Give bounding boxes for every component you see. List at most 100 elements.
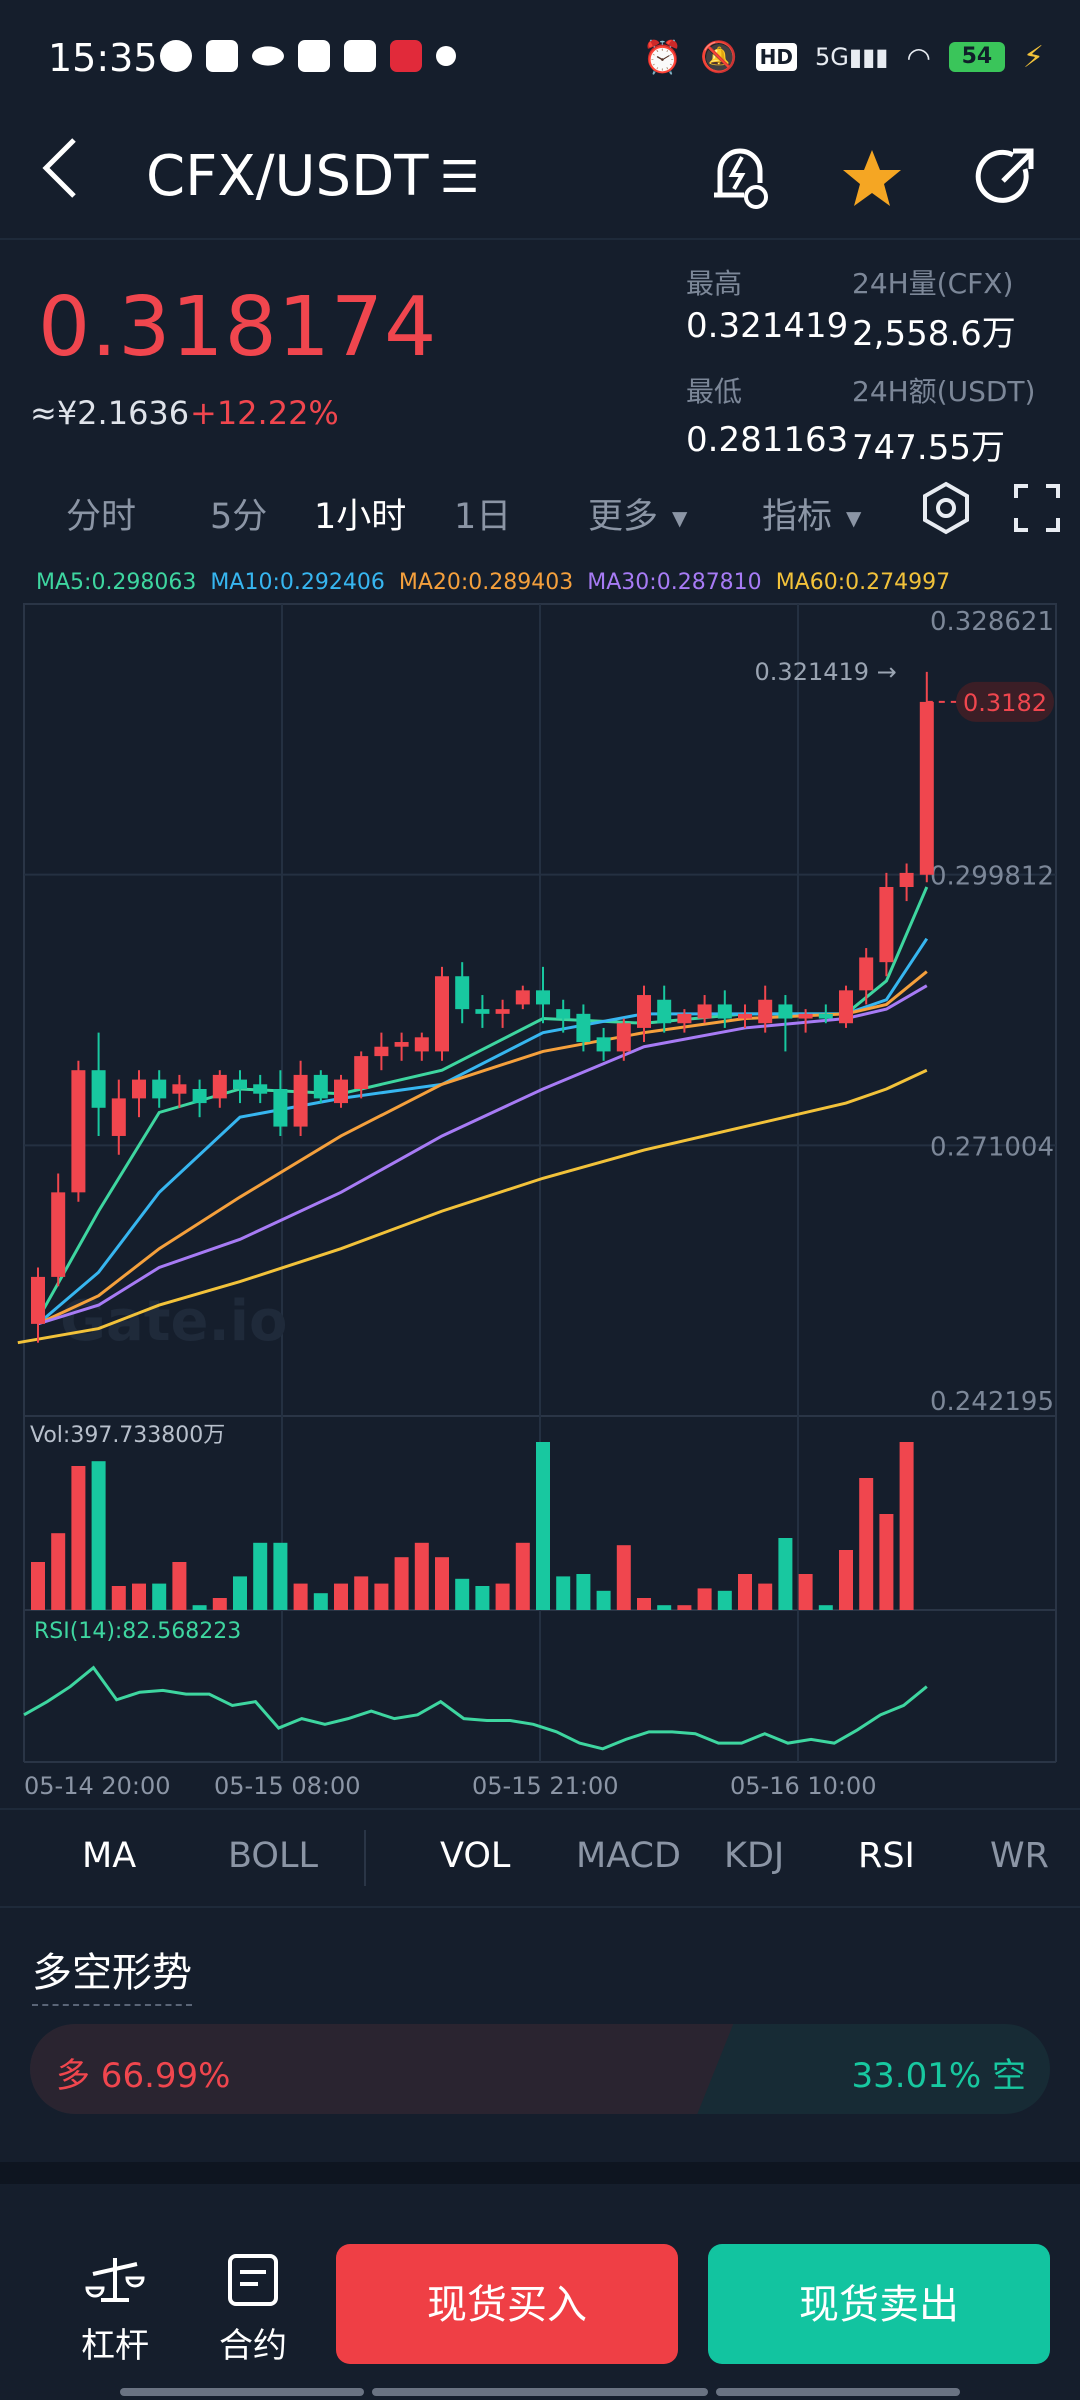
ma-line-ma5: [36, 886, 929, 1320]
candle-body: [132, 1079, 146, 1099]
app-icon: [390, 40, 422, 72]
volume-bar: [71, 1466, 86, 1610]
leverage-label: 杠杆: [81, 2326, 149, 2366]
volume-bar: [435, 1557, 449, 1610]
sentiment-bar: 多 66.99% 33.01% 空: [30, 2024, 1050, 2114]
ind-tab-vol[interactable]: VOL: [440, 1836, 511, 1876]
favorite-button[interactable]: [832, 138, 912, 218]
amt-label: 24H额(USDT): [852, 375, 1036, 408]
candle-body: [354, 1056, 369, 1089]
tab-line[interactable]: 分时: [66, 497, 137, 537]
share-button[interactable]: [966, 138, 1046, 218]
ind-tab-boll[interactable]: BOLL: [228, 1836, 318, 1876]
dot-icon: [436, 46, 456, 66]
volume-bar: [354, 1576, 369, 1610]
contract-label: 合约: [219, 2326, 287, 2366]
volume-bar: [475, 1586, 490, 1610]
fullscreen-button[interactable]: [1012, 480, 1062, 545]
tab-1d[interactable]: 1日: [454, 497, 512, 537]
price-alert-button[interactable]: [700, 138, 780, 218]
ma60-legend: MA60:0.274997: [775, 570, 951, 595]
pair-title[interactable]: CFX/USDT: [146, 144, 429, 209]
ma-line-ma30: [37, 984, 928, 1326]
tab-1h[interactable]: 1小时: [314, 497, 407, 537]
candle-body: [172, 1084, 187, 1094]
volume-bar: [839, 1550, 853, 1610]
settings-button[interactable]: [918, 480, 974, 545]
ind-tab-ma[interactable]: MA: [82, 1836, 137, 1876]
bird-icon: [252, 46, 284, 66]
candle-body: [233, 1079, 247, 1089]
volume-bar: [212, 1598, 227, 1610]
spot-buy-button[interactable]: 现货买入: [336, 2244, 678, 2364]
candle-body: [596, 1037, 611, 1052]
volume-bar: [152, 1583, 167, 1610]
more-label: 更多: [588, 497, 659, 537]
volume-bar: [293, 1583, 308, 1610]
ma20-legend: MA20:0.289403: [398, 570, 574, 595]
contract-button[interactable]: 合约: [198, 2252, 308, 2367]
candle-body: [576, 1013, 591, 1043]
alarm-icon: ⏰: [642, 38, 683, 76]
section-divider: [0, 2162, 1080, 2184]
low-value: 0.281163: [686, 420, 849, 460]
candle-body: [818, 1013, 833, 1019]
volume-bar: [859, 1478, 874, 1610]
spot-sell-button[interactable]: 现货卖出: [708, 2244, 1050, 2364]
signal-icon: 5G▮▮▮: [814, 43, 889, 71]
candle-body: [919, 701, 934, 875]
volume-bar: [677, 1605, 692, 1610]
volume-bar: [334, 1583, 348, 1610]
back-button[interactable]: [40, 136, 80, 211]
alipay-icon: [206, 40, 238, 72]
battery-icon: 54: [948, 42, 1005, 72]
ma5-legend: MA5:0.298063: [36, 570, 197, 595]
long-percent: 多 66.99%: [56, 2056, 231, 2096]
kline-chart[interactable]: 0.3286210.2998120.2710040.242195Gate.io0…: [0, 596, 1080, 1808]
ind-tab-wr[interactable]: WR: [990, 1836, 1049, 1876]
nav-bar-segment: [716, 2388, 960, 2396]
ind-tab-macd[interactable]: MACD: [576, 1836, 681, 1876]
settings-icon: [923, 481, 969, 535]
candle-body: [455, 976, 470, 1010]
volume-bar: [798, 1574, 813, 1610]
volume-bar: [778, 1538, 793, 1610]
fullscreen-icon: [1014, 484, 1060, 532]
volume-bar: [717, 1590, 732, 1610]
last-price: 0.318174: [38, 280, 438, 375]
chat-icon: [298, 40, 330, 72]
candle-body: [758, 999, 773, 1024]
leverage-button[interactable]: 杠杆: [60, 2252, 170, 2367]
volume-bar: [596, 1590, 611, 1610]
telegram-icon: [344, 40, 376, 72]
candle-body: [435, 976, 449, 1052]
candle-body: [91, 1070, 106, 1108]
share-icon: [975, 148, 1034, 203]
volume-bar: [637, 1598, 651, 1610]
pair-menu-icon[interactable]: ☰: [440, 152, 480, 203]
candle-body: [657, 999, 672, 1024]
more-dropdown[interactable]: 更多 ▼: [588, 488, 687, 539]
candle-body: [616, 1023, 631, 1052]
volume-bar: [455, 1578, 470, 1610]
volume-bar: [697, 1588, 712, 1610]
volume-bar: [758, 1583, 773, 1610]
candle-body: [798, 1013, 813, 1019]
indicator-dropdown[interactable]: 指标 ▼: [762, 488, 861, 539]
sentiment-title: 多空形势: [32, 1940, 192, 2006]
bell-alert-icon: [714, 148, 768, 209]
candle-body: [152, 1079, 167, 1099]
volume-bar: [192, 1605, 207, 1610]
y-tick-label: 0.299812: [930, 862, 1054, 892]
ind-tab-rsi[interactable]: RSI: [858, 1836, 915, 1876]
candle-body: [697, 1004, 712, 1019]
volume-bar: [879, 1514, 894, 1610]
price-change: +12.22%: [190, 394, 339, 432]
tab-5m[interactable]: 5分: [210, 497, 268, 537]
volume-bar: [253, 1542, 268, 1610]
volume-bar: [31, 1562, 45, 1610]
candle-body: [414, 1037, 429, 1052]
interval-tabs: 分时 5分 1小时 1日 更多 ▼ 指标 ▼: [0, 480, 1080, 550]
current-price-tag: [956, 681, 1054, 722]
ind-tab-kdj[interactable]: KDJ: [724, 1836, 785, 1876]
